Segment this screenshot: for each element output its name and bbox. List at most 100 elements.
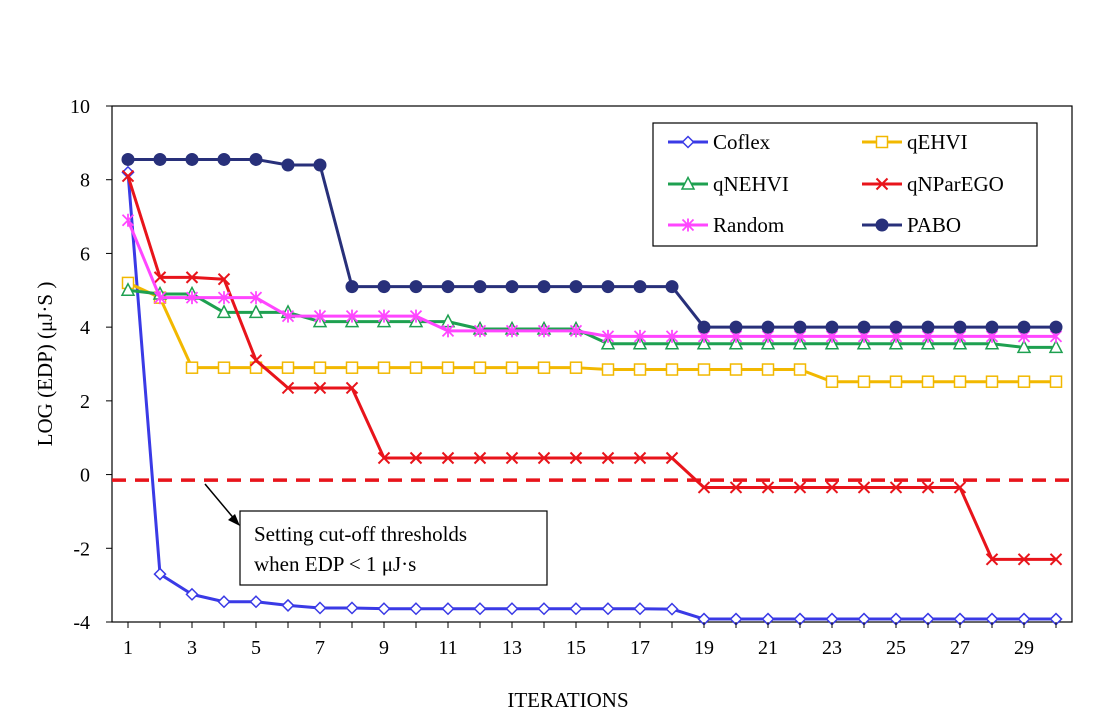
legend: Coflex qEHVI qNEHVI qNParEGO Random PABO <box>652 122 1038 247</box>
series-layer <box>120 152 1064 626</box>
data-point-random <box>473 324 487 338</box>
data-point-qehvi <box>761 363 775 376</box>
data-point-pabo <box>441 280 455 294</box>
legend-label: qEHVI <box>907 130 968 154</box>
data-point-qehvi <box>921 375 935 388</box>
marker-stroke <box>505 451 519 465</box>
data-point-qnehvi <box>600 335 616 350</box>
legend-item-random: Random <box>668 213 784 237</box>
marker-stroke <box>857 481 871 494</box>
data-point-qehvi <box>217 361 231 374</box>
x-tick-label: 19 <box>694 637 714 659</box>
data-point-pabo <box>857 320 871 334</box>
series-pabo <box>121 152 1063 334</box>
y-tick-label: 0 <box>80 465 90 487</box>
data-point-qnparego <box>793 481 807 494</box>
marker-stroke <box>1049 553 1063 566</box>
data-point-qnehvi <box>728 335 744 350</box>
marker-stroke <box>921 481 935 494</box>
legend-label: qNParEGO <box>907 172 1004 196</box>
marker-stroke <box>889 481 903 494</box>
data-point-qnparego <box>985 553 999 566</box>
x-axis-title: ITERATIONS <box>507 688 628 712</box>
x-tick-label: 13 <box>502 637 522 659</box>
data-point-random <box>377 309 391 323</box>
series-coflex <box>121 165 1063 626</box>
data-point-pabo <box>729 320 743 334</box>
annotation-line-1: Setting cut-off thresholds <box>254 522 467 546</box>
data-point-pabo <box>505 280 519 294</box>
data-point-qnparego <box>921 481 935 494</box>
data-point-qnparego <box>889 481 903 494</box>
data-point-coflex <box>345 601 359 615</box>
data-point-qnparego <box>537 451 551 465</box>
y-tick-label: -2 <box>73 538 90 560</box>
data-point-random <box>345 309 359 323</box>
data-point-qehvi <box>505 361 519 374</box>
data-point-qnehvi <box>632 335 648 350</box>
data-point-qehvi <box>281 361 295 374</box>
data-point-qnehvi <box>248 304 264 319</box>
data-point-coflex <box>377 602 391 616</box>
data-point-pabo <box>313 158 327 172</box>
data-point-qehvi <box>569 361 583 374</box>
data-point-random <box>665 329 679 343</box>
data-point-pabo <box>249 152 263 166</box>
data-point-qnparego <box>505 451 519 465</box>
x-tick-label: 7 <box>315 637 325 659</box>
data-point-qehvi <box>345 361 359 374</box>
data-point-pabo <box>121 152 135 166</box>
data-point-coflex <box>569 602 583 616</box>
legend-label: Random <box>713 213 784 237</box>
legend-swatch-marker <box>681 135 695 149</box>
marker-stroke <box>793 481 807 494</box>
legend-swatch-marker <box>680 175 696 190</box>
data-point-coflex <box>313 601 327 615</box>
legend-item-pabo: PABO <box>862 213 961 237</box>
data-point-qehvi <box>697 363 711 376</box>
data-point-coflex <box>409 602 423 616</box>
data-point-qnparego <box>121 169 135 183</box>
data-point-qnehvi <box>1016 339 1032 354</box>
data-point-coflex <box>217 595 231 609</box>
marker-stroke <box>473 451 487 465</box>
marker-stroke <box>409 451 423 465</box>
data-point-qnehvi <box>664 335 680 350</box>
x-tick-label: 9 <box>379 637 389 659</box>
data-point-random <box>313 309 327 323</box>
marker-stroke <box>601 451 615 465</box>
legend-item-coflex: Coflex <box>668 130 771 154</box>
marker-stroke <box>1017 553 1031 566</box>
x-tick-label: 27 <box>950 637 970 659</box>
legend-swatch-marker <box>875 135 889 149</box>
data-point-pabo <box>953 320 967 334</box>
data-point-pabo <box>889 320 903 334</box>
data-point-random <box>217 291 231 305</box>
data-point-qnparego <box>729 481 743 494</box>
x-tick-label: 25 <box>886 637 906 659</box>
data-point-pabo <box>345 280 359 294</box>
x-tick-label: 29 <box>1014 637 1034 659</box>
data-point-random <box>153 291 167 305</box>
data-point-qnehvi <box>856 335 872 350</box>
data-point-pabo <box>1017 320 1031 334</box>
data-point-random <box>409 309 423 323</box>
data-point-coflex <box>185 587 199 601</box>
data-point-qnehvi <box>1048 339 1064 354</box>
data-point-random <box>441 324 455 338</box>
y-tick-label: 4 <box>80 317 90 339</box>
x-tick-label: 5 <box>251 637 261 659</box>
data-point-random <box>633 329 647 343</box>
y-tick-label: 10 <box>70 96 90 118</box>
y-axis-title: LOG (EDP) (μJ·S ) <box>33 282 57 447</box>
marker-stroke <box>121 169 135 183</box>
series-random <box>121 213 1063 343</box>
data-point-qnparego <box>345 381 359 395</box>
data-point-qnparego <box>633 451 647 465</box>
plot-area-border <box>111 105 1073 623</box>
x-tick-label: 15 <box>566 637 586 659</box>
data-point-qehvi <box>185 361 199 374</box>
data-point-pabo <box>217 152 231 166</box>
data-point-pabo <box>185 152 199 166</box>
data-point-qehvi <box>313 361 327 374</box>
